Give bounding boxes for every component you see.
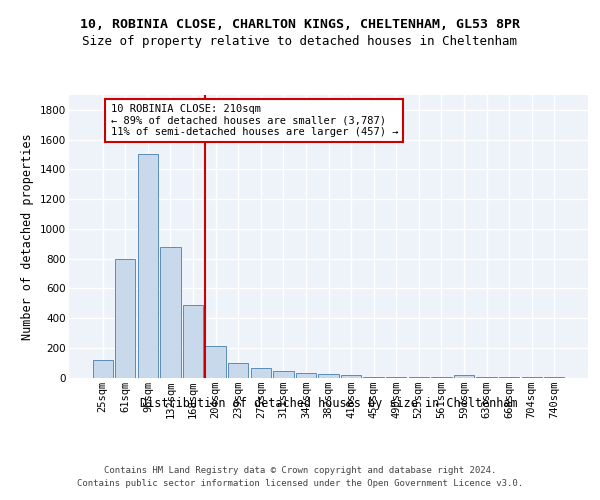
Bar: [228, 362, 248, 378]
Bar: [160, 246, 181, 378]
Text: Size of property relative to detached houses in Cheltenham: Size of property relative to detached ho…: [83, 35, 517, 48]
Bar: [296, 373, 316, 378]
Bar: [251, 368, 271, 378]
Bar: [319, 374, 338, 378]
Bar: [364, 377, 384, 378]
Text: Contains public sector information licensed under the Open Government Licence v3: Contains public sector information licen…: [77, 479, 523, 488]
Bar: [341, 374, 361, 378]
Text: 10 ROBINIA CLOSE: 210sqm
← 89% of detached houses are smaller (3,787)
11% of sem: 10 ROBINIA CLOSE: 210sqm ← 89% of detach…: [110, 104, 398, 137]
Text: Distribution of detached houses by size in Cheltenham: Distribution of detached houses by size …: [140, 398, 518, 410]
Bar: [205, 346, 226, 378]
Bar: [454, 376, 474, 378]
Bar: [544, 377, 565, 378]
Bar: [476, 377, 497, 378]
Text: 10, ROBINIA CLOSE, CHARLTON KINGS, CHELTENHAM, GL53 8PR: 10, ROBINIA CLOSE, CHARLTON KINGS, CHELT…: [80, 18, 520, 30]
Bar: [521, 377, 542, 378]
Bar: [138, 154, 158, 378]
Bar: [183, 304, 203, 378]
Bar: [409, 377, 429, 378]
Text: Contains HM Land Registry data © Crown copyright and database right 2024.: Contains HM Land Registry data © Crown c…: [104, 466, 496, 475]
Bar: [499, 377, 519, 378]
Bar: [273, 372, 293, 378]
Y-axis label: Number of detached properties: Number of detached properties: [22, 133, 34, 340]
Bar: [386, 377, 406, 378]
Bar: [115, 258, 136, 378]
Bar: [92, 360, 113, 378]
Bar: [431, 377, 452, 378]
